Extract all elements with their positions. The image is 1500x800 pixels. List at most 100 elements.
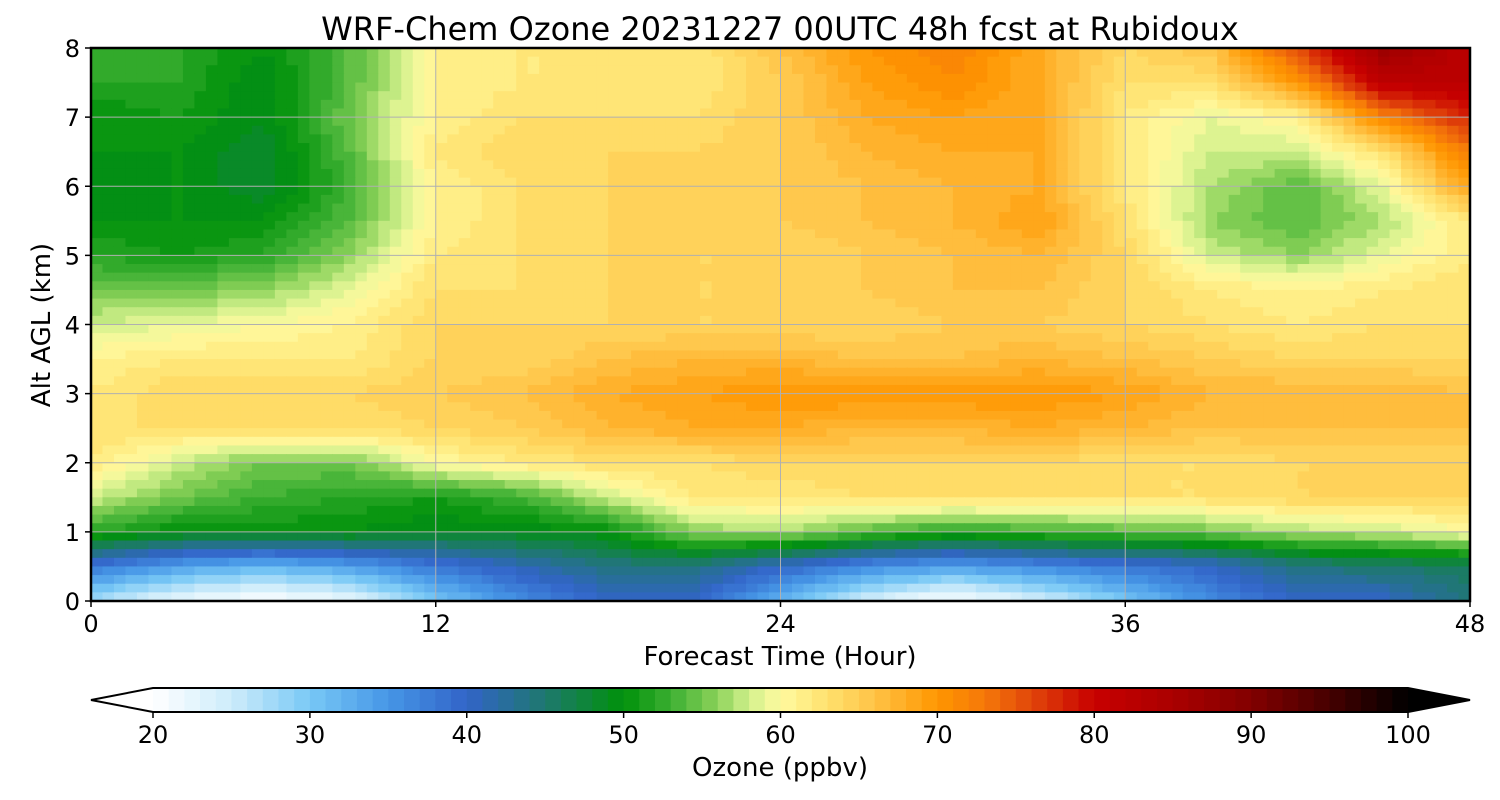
heatmap-cell bbox=[1401, 117, 1414, 127]
heatmap-cell bbox=[550, 402, 563, 412]
heatmap-cell bbox=[1194, 82, 1207, 92]
heatmap-cell bbox=[435, 246, 448, 256]
heatmap-cell bbox=[286, 186, 299, 196]
heatmap-cell bbox=[1217, 117, 1230, 127]
heatmap-cell bbox=[1458, 108, 1470, 118]
heatmap-cell bbox=[1194, 134, 1207, 144]
heatmap-cell bbox=[1412, 281, 1425, 291]
heatmap-cell bbox=[412, 238, 425, 248]
heatmap-cell bbox=[1067, 393, 1080, 403]
heatmap-cell bbox=[297, 143, 310, 153]
heatmap-cell bbox=[539, 151, 552, 161]
heatmap-cell bbox=[860, 324, 874, 334]
heatmap-cell bbox=[1320, 289, 1333, 300]
heatmap-cell bbox=[757, 384, 770, 395]
heatmap-cell bbox=[228, 168, 241, 179]
heatmap-cell bbox=[401, 402, 414, 412]
heatmap-cell bbox=[251, 168, 264, 179]
heatmap-cell bbox=[332, 255, 345, 265]
heatmap-cell bbox=[355, 99, 368, 110]
heatmap-cell bbox=[240, 264, 253, 274]
heatmap-cell bbox=[1297, 65, 1310, 75]
heatmap-cell bbox=[401, 203, 414, 213]
heatmap-cell bbox=[975, 65, 988, 75]
heatmap-cell bbox=[1067, 56, 1080, 66]
heatmap-cell bbox=[929, 246, 942, 256]
heatmap-cell bbox=[814, 99, 828, 110]
heatmap-cell bbox=[1033, 246, 1046, 256]
heatmap-cell bbox=[1435, 73, 1448, 84]
heatmap-cell bbox=[1447, 238, 1460, 248]
heatmap-cell bbox=[734, 384, 747, 395]
heatmap-cell bbox=[550, 238, 563, 248]
heatmap-cell bbox=[274, 117, 287, 127]
heatmap-cell bbox=[1182, 238, 1195, 248]
heatmap-cell bbox=[412, 281, 425, 291]
heatmap-cell bbox=[1067, 134, 1080, 144]
heatmap-cell bbox=[1217, 73, 1230, 84]
heatmap-cell bbox=[1194, 186, 1207, 196]
heatmap-cell bbox=[860, 168, 874, 179]
heatmap-cell bbox=[941, 56, 954, 66]
heatmap-cell bbox=[964, 350, 977, 360]
heatmap-cell bbox=[757, 341, 770, 352]
heatmap-cell bbox=[837, 359, 851, 369]
heatmap-cell bbox=[757, 194, 770, 205]
heatmap-cell bbox=[1010, 91, 1023, 101]
heatmap-cell bbox=[286, 160, 299, 170]
heatmap-cell bbox=[1125, 194, 1138, 205]
heatmap-cell bbox=[240, 99, 253, 110]
heatmap-cell bbox=[309, 203, 322, 213]
heatmap-cell bbox=[1205, 125, 1218, 136]
heatmap-cell bbox=[849, 402, 862, 412]
heatmap-cell bbox=[447, 143, 460, 153]
heatmap-cell bbox=[941, 212, 954, 222]
heatmap-cell bbox=[975, 91, 988, 101]
heatmap-cell bbox=[493, 384, 506, 395]
heatmap-cell bbox=[401, 315, 414, 326]
heatmap-cell bbox=[355, 134, 368, 144]
heatmap-cell bbox=[389, 212, 402, 222]
heatmap-cell bbox=[1286, 108, 1299, 118]
heatmap-cell bbox=[286, 108, 299, 118]
heatmap-cell bbox=[458, 177, 471, 187]
heatmap-cell bbox=[746, 376, 759, 386]
heatmap-cell bbox=[366, 324, 379, 334]
heatmap-cell bbox=[906, 186, 919, 196]
heatmap-cell bbox=[458, 289, 471, 300]
heatmap-cell bbox=[1274, 143, 1287, 153]
heatmap-cell bbox=[642, 151, 655, 161]
heatmap-cell bbox=[1125, 82, 1138, 92]
heatmap-cell bbox=[1182, 117, 1195, 127]
heatmap-cell bbox=[1125, 229, 1138, 239]
heatmap-cell bbox=[619, 125, 632, 136]
heatmap-cell bbox=[826, 203, 839, 213]
heatmap-cell bbox=[412, 151, 425, 161]
heatmap-cell bbox=[1286, 125, 1299, 136]
heatmap-cell bbox=[1401, 315, 1414, 326]
heatmap-cell bbox=[1366, 324, 1379, 334]
heatmap-cell bbox=[1033, 194, 1046, 205]
heatmap-cell bbox=[1251, 264, 1264, 274]
heatmap-cell bbox=[631, 376, 644, 386]
heatmap-cell bbox=[550, 108, 563, 118]
heatmap-cell bbox=[1021, 143, 1034, 153]
heatmap-cell bbox=[654, 324, 667, 334]
heatmap-cell bbox=[1056, 65, 1069, 75]
heatmap-cell bbox=[148, 264, 161, 274]
heatmap-cell bbox=[539, 56, 552, 66]
heatmap-cell bbox=[562, 48, 575, 58]
heatmap-cell bbox=[516, 203, 529, 213]
heatmap-cell bbox=[1332, 393, 1345, 403]
heatmap-cell bbox=[136, 315, 150, 326]
heatmap-cell bbox=[1228, 367, 1241, 377]
heatmap-cell bbox=[1251, 82, 1264, 92]
heatmap-cell bbox=[251, 298, 264, 308]
heatmap-cell bbox=[573, 220, 586, 231]
heatmap-cell bbox=[918, 281, 931, 291]
heatmap-cell bbox=[1378, 48, 1391, 58]
heatmap-cell bbox=[1378, 393, 1391, 403]
heatmap-cell bbox=[700, 393, 713, 403]
heatmap-cell bbox=[998, 384, 1011, 395]
heatmap-cell bbox=[688, 48, 701, 58]
